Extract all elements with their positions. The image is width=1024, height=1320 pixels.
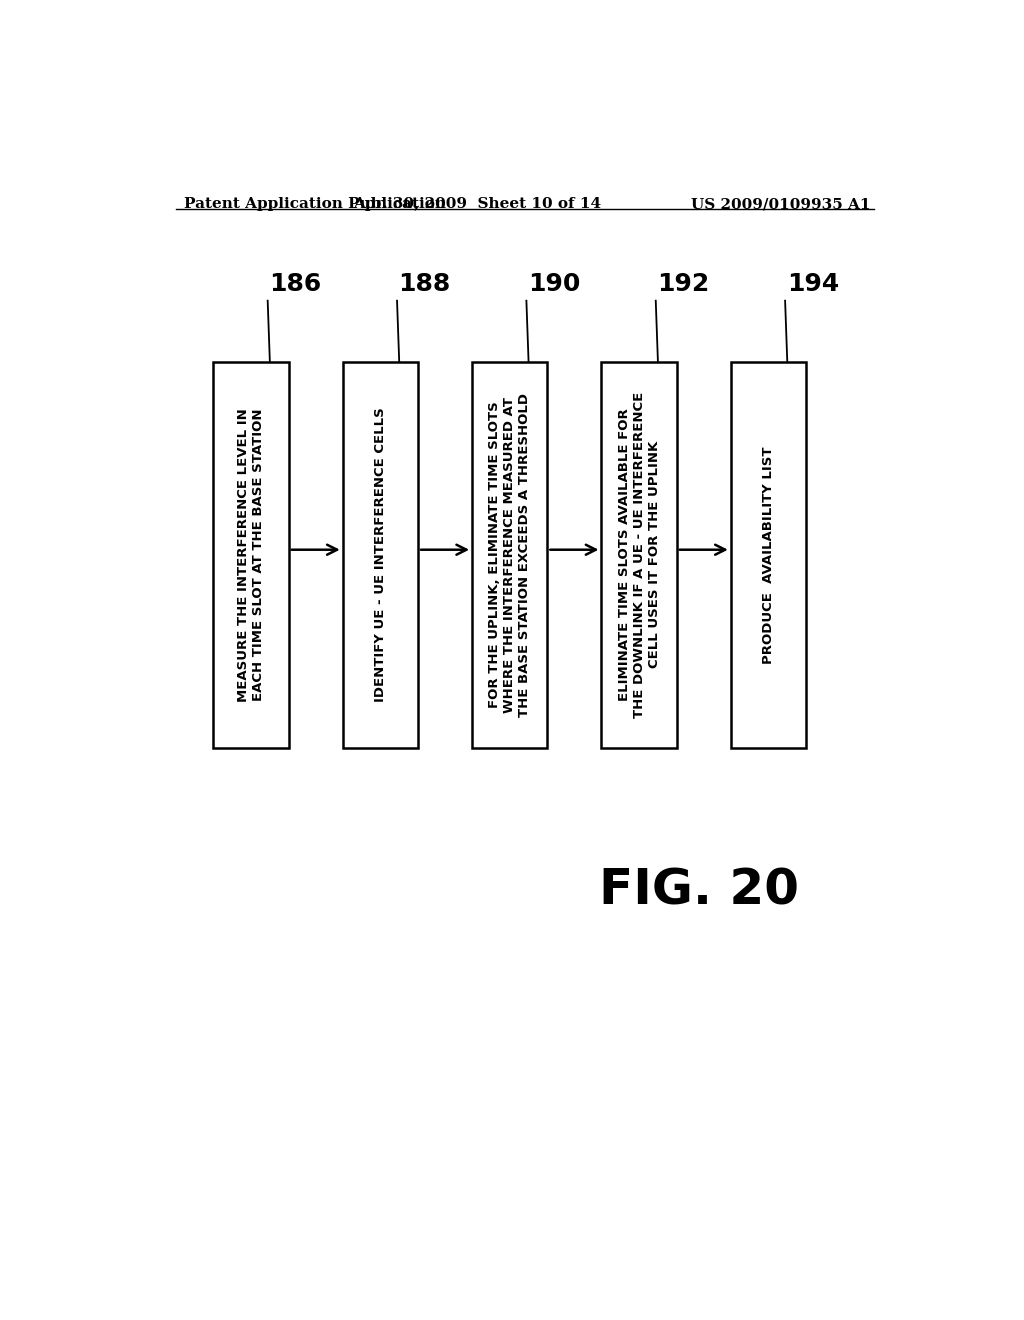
Bar	[731, 362, 806, 748]
Bar	[213, 362, 289, 748]
Text: ELIMINATE TIME SLOTS AVAILABLE FOR
THE DOWNLINK IF A UE - UE INTERFERENCE
CELL U: ELIMINATE TIME SLOTS AVAILABLE FOR THE D…	[617, 392, 660, 718]
Text: MEASURE THE INTERFERENCE LEVEL IN
EACH TIME SLOT AT THE BASE STATION: MEASURE THE INTERFERENCE LEVEL IN EACH T…	[237, 408, 265, 702]
Text: US 2009/0109935 A1: US 2009/0109935 A1	[690, 197, 870, 211]
Text: IDENTIFY UE - UE INTERFERENCE CELLS: IDENTIFY UE - UE INTERFERENCE CELLS	[374, 408, 387, 702]
Bar	[601, 362, 677, 748]
Text: 194: 194	[786, 272, 839, 296]
Text: 188: 188	[398, 272, 451, 296]
Text: Patent Application Publication: Patent Application Publication	[183, 197, 445, 211]
Text: FIG. 20: FIG. 20	[599, 866, 800, 915]
Text: 186: 186	[269, 272, 322, 296]
Bar	[343, 362, 418, 748]
Text: PRODUCE  AVAILABILITY LIST: PRODUCE AVAILABILITY LIST	[762, 446, 775, 664]
Text: Apr. 30, 2009  Sheet 10 of 14: Apr. 30, 2009 Sheet 10 of 14	[353, 197, 601, 211]
Text: 190: 190	[528, 272, 581, 296]
Text: FOR THE UPLINK, ELIMINATE TIME SLOTS
WHERE THE INTERFERENCE MEASURED AT
THE BASE: FOR THE UPLINK, ELIMINATE TIME SLOTS WHE…	[488, 393, 531, 717]
Text: 192: 192	[657, 272, 710, 296]
Bar	[472, 362, 548, 748]
